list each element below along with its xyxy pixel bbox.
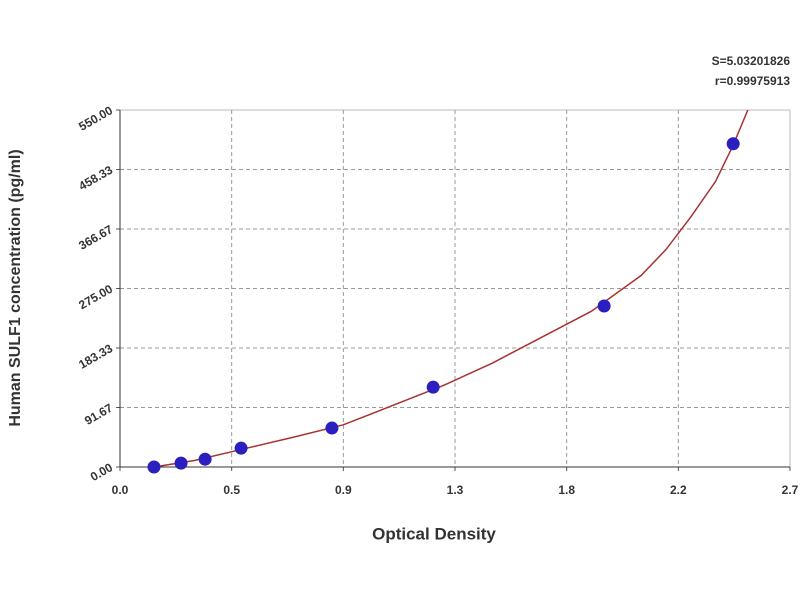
y-tick-label: 183.33 xyxy=(76,341,115,372)
data-point xyxy=(426,380,440,394)
x-tick-label: 1.8 xyxy=(558,483,575,497)
x-tick-label: 2.7 xyxy=(782,483,799,497)
y-axis-label: Human SULF1 concentration (pg/ml) xyxy=(7,149,24,426)
annotation: r=0.99975913 xyxy=(715,74,790,88)
x-tick-label: 2.2 xyxy=(670,483,687,497)
annotation: S=5.03201826 xyxy=(712,54,791,68)
data-point xyxy=(597,299,611,313)
fit-curve xyxy=(153,109,749,468)
x-tick-label: 0.0 xyxy=(112,483,129,497)
y-tick-label: 458.33 xyxy=(76,163,115,194)
x-axis-label: Optical Density xyxy=(372,524,496,543)
y-tick-label: 550.00 xyxy=(76,103,115,134)
y-tick-label: 91.67 xyxy=(82,401,115,428)
x-tick-label: 0.9 xyxy=(335,483,352,497)
data-point xyxy=(325,421,339,435)
y-tick-label: 366.67 xyxy=(76,222,115,253)
data-point xyxy=(726,137,740,151)
x-tick-label: 0.5 xyxy=(223,483,240,497)
x-tick-label: 1.3 xyxy=(447,483,464,497)
data-point xyxy=(147,460,161,474)
data-point xyxy=(234,441,248,455)
y-tick-label: 275.00 xyxy=(76,282,115,313)
data-point xyxy=(198,452,212,466)
y-tick-label: 0.00 xyxy=(88,460,116,484)
data-point xyxy=(174,456,188,470)
